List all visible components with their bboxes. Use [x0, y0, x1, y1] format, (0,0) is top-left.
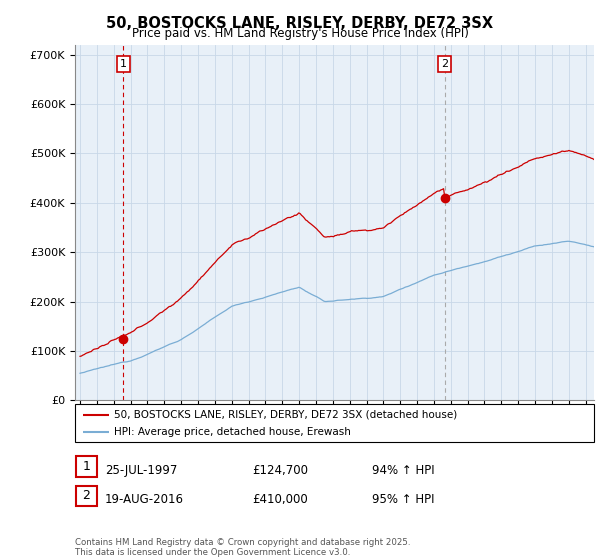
Text: £124,700: £124,700 — [252, 464, 308, 477]
Text: 50, BOSTOCKS LANE, RISLEY, DERBY, DE72 3SX: 50, BOSTOCKS LANE, RISLEY, DERBY, DE72 3… — [106, 16, 494, 31]
Text: 19-AUG-2016: 19-AUG-2016 — [105, 493, 184, 506]
Text: Price paid vs. HM Land Registry's House Price Index (HPI): Price paid vs. HM Land Registry's House … — [131, 27, 469, 40]
Text: 2: 2 — [441, 59, 448, 69]
Text: 2: 2 — [82, 489, 91, 502]
Text: 1: 1 — [82, 460, 91, 473]
Text: 50, BOSTOCKS LANE, RISLEY, DERBY, DE72 3SX (detached house): 50, BOSTOCKS LANE, RISLEY, DERBY, DE72 3… — [114, 409, 457, 419]
Text: 95% ↑ HPI: 95% ↑ HPI — [372, 493, 434, 506]
Text: 1: 1 — [120, 59, 127, 69]
Text: Contains HM Land Registry data © Crown copyright and database right 2025.
This d: Contains HM Land Registry data © Crown c… — [75, 538, 410, 557]
Text: HPI: Average price, detached house, Erewash: HPI: Average price, detached house, Erew… — [114, 427, 351, 437]
Text: £410,000: £410,000 — [252, 493, 308, 506]
Text: 94% ↑ HPI: 94% ↑ HPI — [372, 464, 434, 477]
Text: 25-JUL-1997: 25-JUL-1997 — [105, 464, 178, 477]
